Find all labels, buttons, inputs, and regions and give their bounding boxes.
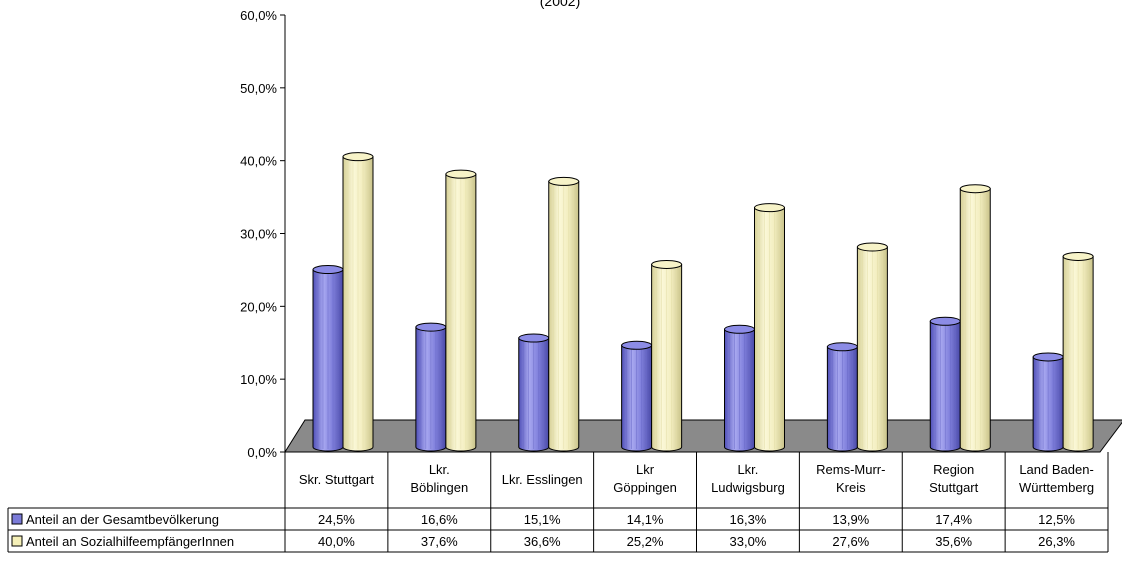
x-category-label: Böblingen [410, 480, 468, 495]
x-category-label: Lkr. Esslingen [502, 472, 583, 487]
x-category-label: Land Baden- [1019, 462, 1093, 477]
bar-sozialhilfe [959, 184, 991, 452]
y-tick-label: 10,0% [240, 372, 277, 387]
x-category-label: Württemberg [1019, 480, 1094, 495]
bar-gesamtbevoelkerung [826, 342, 858, 452]
chart-title: (2002) [540, 0, 580, 9]
data-table-value: 12,5% [1038, 512, 1075, 527]
bar-top [651, 259, 683, 269]
data-table-value: 24,5% [318, 512, 355, 527]
data-table-value: 36,6% [524, 534, 561, 549]
data-table-value: 17,4% [935, 512, 972, 527]
data-table-value: 33,0% [730, 534, 767, 549]
y-tick-label: 0,0% [247, 445, 277, 460]
bar-sozialhilfe [1062, 251, 1094, 452]
bar-sozialhilfe [548, 176, 580, 452]
bar-gesamtbevoelkerung [724, 324, 755, 452]
data-table-value: 25,2% [627, 534, 664, 549]
bar-top [826, 342, 858, 352]
bar-top [548, 176, 580, 186]
data-table-value: 15,1% [524, 512, 561, 527]
bar-gesamtbevoelkerung [312, 265, 344, 452]
bar-top [415, 322, 447, 332]
data-table-value: 26,3% [1038, 534, 1075, 549]
x-category-label: Ludwigsburg [711, 480, 785, 495]
bar-gesamtbevoelkerung [415, 322, 447, 452]
bar-sozialhilfe [342, 152, 374, 452]
y-tick-label: 50,0% [240, 81, 277, 96]
x-category-label: Kreis [836, 480, 866, 495]
bar-top [1062, 251, 1094, 261]
bar-top [518, 333, 550, 343]
data-table-value: 35,6% [935, 534, 972, 549]
bar-sozialhilfe [651, 259, 683, 452]
bar-gesamtbevoelkerung [518, 333, 550, 452]
legend-label: Anteil an SozialhilfeempfängerInnen [26, 534, 234, 549]
bar-gesamtbevoelkerung [621, 340, 653, 452]
x-category-label: Göppingen [613, 480, 677, 495]
bar-top [724, 324, 755, 334]
y-tick-label: 60,0% [240, 8, 277, 23]
data-table-value: 27,6% [832, 534, 869, 549]
bar-gesamtbevoelkerung [1032, 352, 1064, 452]
x-category-label: Skr. Stuttgart [299, 472, 375, 487]
bar-top [312, 265, 344, 275]
y-tick-label: 30,0% [240, 227, 277, 242]
data-table-value: 40,0% [318, 534, 355, 549]
y-tick-label: 40,0% [240, 154, 277, 169]
x-category-label: Rems-Murr- [816, 462, 885, 477]
x-category-label: Region [933, 462, 974, 477]
bar-sozialhilfe [856, 242, 888, 452]
data-table-value: 16,6% [421, 512, 458, 527]
bar-top [754, 203, 785, 213]
x-category-label: Lkr. [429, 462, 450, 477]
data-table-value: 37,6% [421, 534, 458, 549]
x-category-label: Stuttgart [929, 480, 979, 495]
data-table-value: 14,1% [627, 512, 664, 527]
bar-gesamtbevoelkerung [929, 316, 961, 452]
bar-top [929, 316, 961, 326]
bar-top [856, 242, 888, 252]
x-category-label: Lkr. [737, 462, 758, 477]
y-tick-label: 20,0% [240, 299, 277, 314]
legend-swatch [11, 513, 23, 525]
bar-sozialhilfe [445, 169, 477, 452]
bar-sozialhilfe [754, 203, 785, 452]
bar-top [342, 152, 374, 162]
legend-label: Anteil an der Gesamtbevölkerung [26, 512, 219, 527]
data-table-value: 16,3% [730, 512, 767, 527]
bar-top [445, 169, 477, 179]
x-category-label: Lkr [636, 462, 655, 477]
bar-top [1032, 352, 1064, 362]
data-table-value: 13,9% [832, 512, 869, 527]
bar-top [621, 340, 653, 350]
bar-top [959, 184, 991, 194]
legend-swatch [11, 535, 23, 547]
chart-floor [284, 419, 1122, 453]
